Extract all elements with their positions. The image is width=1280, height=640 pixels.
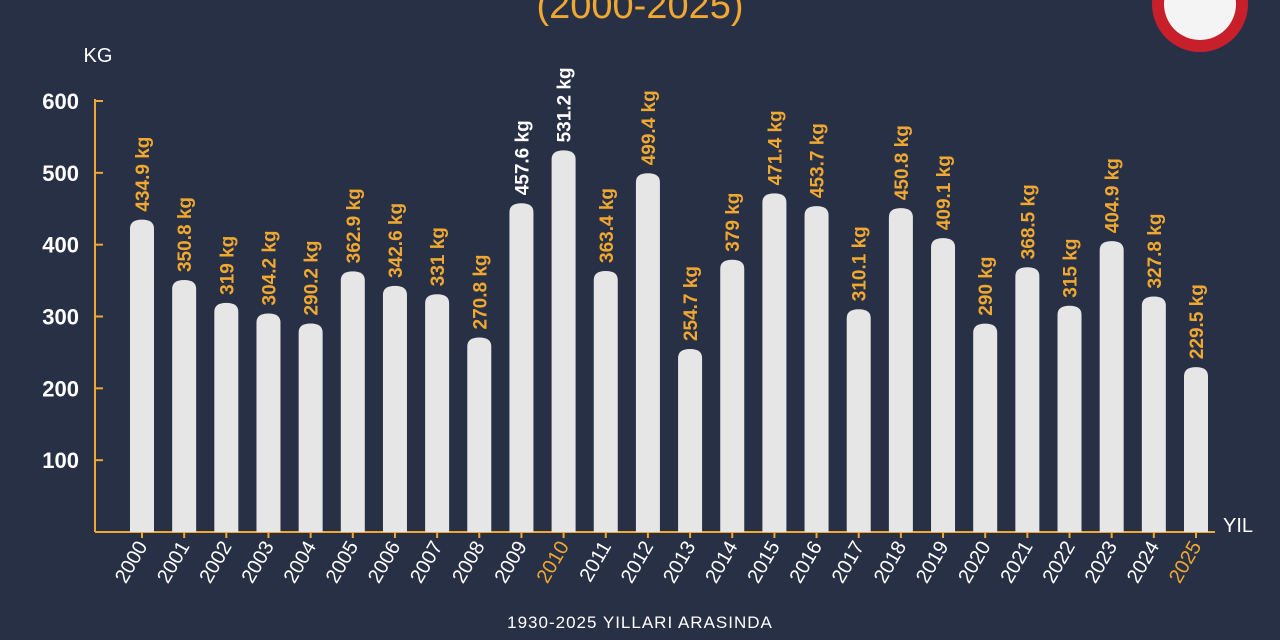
x-tick-label: 2015 bbox=[743, 538, 784, 588]
y-tick-label: 400 bbox=[42, 233, 79, 258]
bar bbox=[509, 203, 534, 533]
value-label: 342.6 kg bbox=[386, 203, 407, 278]
value-label: 315 kg bbox=[1061, 239, 1082, 298]
bar bbox=[931, 238, 956, 533]
value-label: 453.7 kg bbox=[808, 123, 829, 198]
x-tick-label: 2004 bbox=[280, 538, 321, 588]
x-tick-label: 2018 bbox=[870, 538, 911, 588]
value-label: 434.9 kg bbox=[133, 137, 154, 212]
bar bbox=[973, 323, 998, 532]
bar bbox=[1057, 305, 1082, 532]
chart-subtitle: 1930-2025 YILLARI ARASINDA bbox=[507, 613, 773, 632]
bar bbox=[1141, 296, 1166, 532]
x-tick-label: 2021 bbox=[996, 538, 1037, 588]
bar bbox=[425, 294, 450, 532]
y-axis-label: KG bbox=[84, 45, 113, 67]
value-label: 331 kg bbox=[428, 227, 449, 286]
x-axis-label: YIL bbox=[1223, 515, 1253, 537]
x-tick-label: 2016 bbox=[786, 538, 827, 588]
x-tick-label: 2001 bbox=[153, 538, 194, 588]
bar bbox=[256, 313, 281, 532]
bar bbox=[635, 173, 660, 532]
x-tick-label: 2020 bbox=[954, 537, 995, 587]
bar bbox=[340, 271, 365, 532]
value-label: 531.2 kg bbox=[555, 67, 576, 142]
value-label: 304.2 kg bbox=[259, 230, 280, 305]
y-tick-label: 600 bbox=[42, 89, 79, 114]
emblem bbox=[1152, 0, 1248, 52]
y-tick-label: 300 bbox=[42, 305, 79, 330]
value-label: 229.5 kg bbox=[1187, 284, 1208, 359]
bar bbox=[804, 206, 829, 532]
bar bbox=[678, 349, 703, 532]
bar bbox=[551, 150, 576, 533]
value-label: 270.8 kg bbox=[470, 254, 491, 329]
value-label: 409.1 kg bbox=[934, 155, 955, 230]
value-label: 319 kg bbox=[217, 236, 238, 295]
bar bbox=[888, 208, 913, 532]
value-label: 254.7 kg bbox=[681, 266, 702, 341]
y-tick-label: 500 bbox=[42, 161, 79, 186]
x-tick-label: 2007 bbox=[406, 538, 447, 588]
value-label: 499.4 kg bbox=[639, 90, 660, 165]
bar bbox=[593, 270, 618, 532]
x-tick-label: 2006 bbox=[364, 538, 405, 588]
y-tick-label: 100 bbox=[42, 448, 79, 473]
bar bbox=[1015, 267, 1040, 532]
x-tick-label: 2024 bbox=[1123, 538, 1164, 588]
value-label: 290 kg bbox=[976, 257, 997, 316]
x-tick-label: 2012 bbox=[617, 538, 658, 588]
x-tick-label: 2005 bbox=[322, 538, 363, 588]
x-tick-label: 2025 bbox=[1165, 538, 1206, 588]
x-tick-label: 2017 bbox=[828, 538, 869, 588]
x-tick-label: 2009 bbox=[490, 538, 531, 588]
x-tick-label: 2008 bbox=[448, 538, 489, 588]
value-label: 290.2 kg bbox=[302, 241, 323, 316]
bar bbox=[382, 285, 407, 532]
value-label: 379 kg bbox=[723, 193, 744, 252]
value-label: 350.8 kg bbox=[175, 197, 196, 272]
bar bbox=[720, 259, 745, 532]
value-label: 450.8 kg bbox=[892, 125, 913, 200]
value-label: 327.8 kg bbox=[1145, 214, 1166, 289]
value-label: 471.4 kg bbox=[765, 110, 786, 185]
bar bbox=[298, 323, 323, 532]
x-tick-label: 2023 bbox=[1081, 538, 1122, 588]
x-tick-label: 2013 bbox=[659, 538, 700, 588]
bar bbox=[762, 193, 787, 532]
value-label: 362.9 kg bbox=[344, 188, 365, 263]
x-tick-label: 2002 bbox=[195, 538, 236, 588]
bar bbox=[172, 280, 197, 532]
x-tick-label: 2022 bbox=[1039, 538, 1080, 588]
value-label: 310.1 kg bbox=[850, 226, 871, 301]
bar bbox=[1184, 367, 1208, 532]
bar bbox=[467, 337, 492, 532]
y-tick-label: 200 bbox=[42, 376, 79, 401]
bar bbox=[214, 302, 239, 532]
x-tick-label: 2000 bbox=[111, 538, 152, 588]
x-tick-label: 2010 bbox=[533, 538, 574, 588]
x-tick-label: 2011 bbox=[576, 538, 617, 586]
x-tick-label: 2003 bbox=[238, 538, 279, 588]
x-tick-label: 2014 bbox=[701, 538, 742, 588]
bar bbox=[1099, 241, 1124, 532]
bar bbox=[130, 219, 154, 532]
value-label: 368.5 kg bbox=[1018, 184, 1039, 259]
chart-title: (2000-2025) bbox=[536, 0, 743, 27]
emblem-center bbox=[1164, 0, 1236, 40]
value-label: 363.4 kg bbox=[597, 188, 618, 263]
x-tick-label: 2019 bbox=[912, 538, 953, 588]
value-label: 457.6 kg bbox=[512, 120, 533, 195]
bar bbox=[846, 309, 871, 532]
value-label: 404.9 kg bbox=[1103, 158, 1124, 233]
